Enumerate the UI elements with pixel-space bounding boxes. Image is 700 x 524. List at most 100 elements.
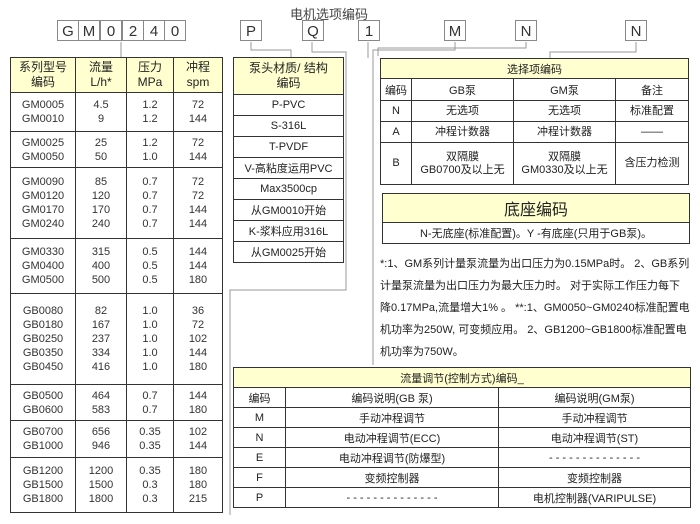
- series-cell: 656 946: [75, 420, 127, 458]
- series-value: GB0500: [22, 389, 64, 402]
- series-cell: 82 167 237 334 416: [75, 293, 127, 385]
- series-value: 1.0: [142, 319, 158, 331]
- series-value: GB0250: [22, 333, 64, 345]
- material-row: V-高粘度运用PVC: [233, 157, 344, 179]
- series-cell: 36 72 102 144 180: [173, 293, 223, 385]
- series-value: 120: [91, 190, 111, 202]
- series-value: GB0700: [22, 426, 64, 438]
- flow-title-row: 流量调节(控制方式)编码_: [233, 367, 691, 388]
- flow-row: P- - - - - - - - - - - - - - 电机控制器(VARIPU…: [233, 487, 691, 508]
- series-value: 0.7: [142, 190, 158, 202]
- series-value: 500: [91, 274, 111, 286]
- series-cell: 180 180 215: [173, 457, 223, 513]
- series-value: 50: [94, 150, 108, 163]
- series-value: 1.2: [142, 99, 158, 111]
- flow-cell: 手动冲程调节: [285, 407, 499, 428]
- series-value: 144: [188, 150, 208, 163]
- option-cell: 含压力检测: [615, 142, 689, 185]
- material-cell: T-PVDF: [233, 136, 344, 158]
- series-table: 系列型号 编码 流量 L/h* 压力 MPa 冲程 spm GM0005 GM0010 4.…: [10, 57, 223, 513]
- series-cell: GM0005 GM0010: [10, 92, 76, 132]
- series-value: 0.5: [142, 260, 158, 272]
- base-table-title: 底座编码: [382, 193, 690, 223]
- series-cell: 464 583: [75, 384, 127, 421]
- model-code-box: 0: [100, 20, 122, 41]
- series-value: GM0240: [21, 218, 65, 230]
- series-value: 215: [188, 493, 208, 505]
- material-cell: K-浆料应用316L: [233, 220, 344, 242]
- series-value: 102: [188, 426, 208, 438]
- series-cell: GM0025 GM0050: [10, 131, 76, 168]
- series-value: 0.7: [142, 204, 158, 216]
- series-value: 1500: [88, 479, 114, 491]
- material-table: 泵头材质/ 结构 编码 P-PVC S-316L T-PVDF V-高粘度运用PVC Ma…: [233, 57, 344, 263]
- material-cell: S-316L: [233, 115, 344, 137]
- material-row: K-浆料应用316L: [233, 220, 344, 242]
- material-row: P-PVC: [233, 94, 344, 116]
- series-cell: GB0080 GB0180 GB0250 GB0350 GB0450: [10, 293, 76, 385]
- series-value: GB0180: [22, 319, 64, 331]
- flow-cell: E: [233, 447, 286, 468]
- material-row: Max3500cp: [233, 178, 344, 200]
- flow-row: E 电动冲程调节(防爆型) - - - - - - - - - - - - - -: [233, 447, 691, 468]
- series-value: 1.0: [142, 150, 158, 163]
- flow-cell: - - - - - - - - - - - - - -: [498, 447, 691, 468]
- series-value: 180: [188, 479, 208, 491]
- option-row: A 冲程计数器 冲程计数器 ——: [380, 121, 689, 143]
- option-row: B 双隔膜 GB0700及以上无 双隔膜 GM0330及以上无 含压力检测: [380, 142, 689, 185]
- series-value: 1.0: [142, 333, 158, 345]
- series-group-row: GM0330 GM0400 GM0500 315 400 500 0.5 0.5 0.5 144 1…: [10, 238, 223, 294]
- option-cell: 冲程计数器: [513, 121, 616, 143]
- material-row: 从GM0010开始: [233, 199, 344, 221]
- option-code-box: M: [444, 20, 466, 41]
- series-value: 82: [94, 305, 108, 317]
- series-value: GM0330: [21, 246, 65, 258]
- series-cell: 72 144: [173, 131, 223, 168]
- series-value: 416: [91, 361, 111, 373]
- series-value: 0.3: [142, 479, 158, 491]
- material-row: T-PVDF: [233, 136, 344, 158]
- series-value: 25: [94, 136, 108, 149]
- flow-header-cell: 编码说明(GM泵): [498, 387, 691, 408]
- model-code-box: 2: [122, 20, 144, 41]
- series-value: 0.7: [142, 389, 158, 402]
- series-value: 144: [188, 218, 208, 230]
- series-group-row: GB0080 GB0180 GB0250 GB0350 GB0450 82 167 237 33…: [10, 293, 223, 385]
- series-header-cell: 流量 L/h*: [75, 57, 127, 93]
- series-cell: 72 72 144 144: [173, 167, 223, 239]
- series-cell: GM0090 GM0120 GM0170 GM0240: [10, 167, 76, 239]
- series-value: 102: [188, 333, 208, 345]
- series-group-row: GB0500 GB0600 464 583 0.7 0.7 144 180: [10, 384, 223, 421]
- material-row: 从GM0025开始: [233, 241, 344, 263]
- flow-row: F 变频控制器 变频控制器: [233, 467, 691, 488]
- series-value: GM0010: [21, 113, 65, 125]
- option-code-box: Q: [302, 20, 324, 41]
- series-cell: 1.2 1.2: [126, 92, 174, 132]
- series-value: GB0350: [22, 347, 64, 359]
- series-value: 144: [188, 260, 208, 272]
- option-header-cell: GM泵: [513, 78, 616, 101]
- material-row: S-316L: [233, 115, 344, 137]
- flow-header-row: 编码 编码说明(GB 泵) 编码说明(GM泵): [233, 387, 691, 408]
- option-code-box: 1: [358, 20, 380, 41]
- option-cell: 双隔膜 GB0700及以上无: [411, 142, 514, 185]
- series-cell: 1.0 1.0 1.0 1.0 1.0: [126, 293, 174, 385]
- series-value: 0.7: [142, 403, 158, 416]
- series-value: 180: [188, 403, 208, 416]
- series-cell: 0.35 0.3 0.3: [126, 457, 174, 513]
- series-header-cell: 冲程 spm: [173, 57, 223, 93]
- series-value: 85: [94, 176, 108, 188]
- notes: *:1、GM系列计量泵流量为出口压力为0.15MPa时。 2、GB系列计量泵流量…: [380, 258, 690, 358]
- series-cell: 0.35 0.35: [126, 420, 174, 458]
- series-value: 1800: [88, 493, 114, 505]
- flow-cell: - - - - - - - - - - - - - -: [285, 487, 499, 508]
- base-table-text: N-无底座(标准配置)。Y -有底座(只用于GB泵)。: [382, 222, 690, 244]
- material-cell: Max3500cp: [233, 178, 344, 200]
- series-group-row: GM0005 GM0010 4.5 9 1.2 1.2 72 144: [10, 92, 223, 132]
- flow-cell: 变频控制器: [285, 467, 499, 488]
- page-title: 电机选项编码: [290, 7, 369, 22]
- series-cell: 1200 1500 1800: [75, 457, 127, 513]
- series-value: 180: [188, 465, 208, 477]
- series-value: 583: [91, 403, 111, 416]
- option-code-box: P: [240, 20, 262, 41]
